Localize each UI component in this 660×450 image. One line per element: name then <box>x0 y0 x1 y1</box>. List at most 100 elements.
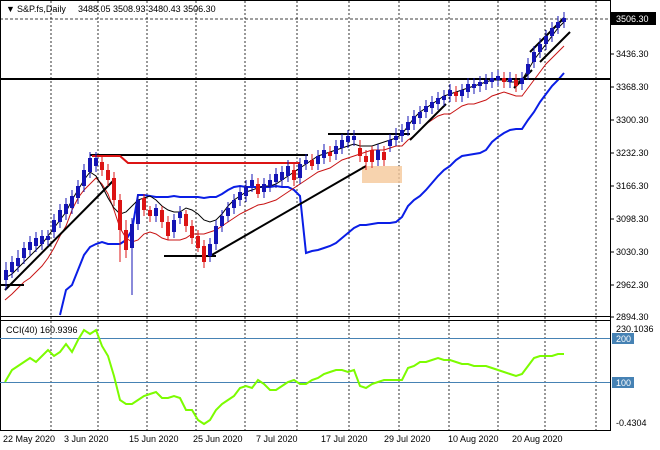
candle-body <box>298 164 302 178</box>
cci-axis-top-label: 230.1036 <box>616 324 654 334</box>
candle-body <box>250 180 254 186</box>
candle-body <box>526 64 530 74</box>
resistance-line-red <box>92 155 300 164</box>
candle-body <box>466 84 470 92</box>
date-label: 10 Aug 2020 <box>448 434 499 444</box>
candle-body <box>136 200 140 224</box>
candle-body <box>364 156 368 162</box>
candle-body <box>142 198 146 210</box>
candle-body <box>340 140 344 148</box>
price-tick-label: 3232.30 <box>616 148 649 158</box>
candle-body <box>196 236 200 248</box>
candle-body <box>10 262 14 272</box>
candle-body <box>244 186 248 196</box>
time-axis-labels: 22 May 2020 3 Jun 2020 15 Jun 2020 25 Ju… <box>3 434 563 444</box>
candle-body <box>382 152 386 160</box>
candle-body <box>82 170 86 186</box>
price-tick-label: 2894.30 <box>616 312 649 322</box>
candle-body <box>472 84 476 88</box>
candle-body <box>304 160 308 164</box>
cci-level-200-label: 200 <box>616 334 631 344</box>
candle-body <box>406 122 410 130</box>
candle-body <box>496 76 500 80</box>
candle-body <box>220 216 224 226</box>
date-label: 15 Jun 2020 <box>129 434 179 444</box>
candle-body <box>226 208 230 216</box>
current-price-label: 3506.30 <box>616 14 649 24</box>
candle-body <box>418 112 422 118</box>
current-price-tag <box>611 12 656 25</box>
candle-body <box>46 236 50 240</box>
candle-body <box>520 78 524 84</box>
candle-body <box>208 244 212 256</box>
candle-body <box>436 98 440 104</box>
price-tick-label: 3030.30 <box>616 247 649 257</box>
candle-body <box>556 22 560 28</box>
candle-body <box>376 150 380 160</box>
candle-body <box>166 222 170 236</box>
candlestick-series[interactable] <box>4 12 566 295</box>
candle-body <box>40 236 44 244</box>
candle-body <box>532 52 536 62</box>
chart-frame <box>0 0 611 431</box>
time-gridlines <box>50 1 597 430</box>
candle-body <box>268 180 272 186</box>
ma-slow-line <box>59 72 565 316</box>
candle-body <box>22 248 26 258</box>
trendline-june-july <box>209 165 367 257</box>
candle-body <box>154 208 158 216</box>
candle-body <box>172 220 176 232</box>
candle-body <box>214 226 218 244</box>
candle-body <box>148 210 152 216</box>
cci-level-100-tag <box>612 377 634 388</box>
candle-body <box>238 192 242 200</box>
candle-body <box>322 150 326 158</box>
candle-body <box>292 170 296 180</box>
candle-body <box>316 156 320 164</box>
candle-body <box>4 270 8 280</box>
ohlc-readout: 3488.05 3508.93 3480.43 3506.30 <box>78 4 216 14</box>
candle-body <box>178 212 182 218</box>
price-tick-label: 3098.30 <box>616 214 649 224</box>
price-tick-label: 3166.30 <box>616 181 649 191</box>
candle-body <box>400 130 404 136</box>
candle-body <box>508 78 512 82</box>
candle-body <box>124 230 128 250</box>
candle-body <box>232 200 236 208</box>
ma-fast-line <box>4 21 565 279</box>
candle-body <box>28 242 32 250</box>
date-label: 29 Jul 2020 <box>384 434 431 444</box>
candle-body <box>460 90 464 96</box>
candle-body <box>358 148 362 156</box>
candle-body <box>16 258 20 266</box>
candle-body <box>370 150 374 162</box>
candle-body <box>328 152 332 156</box>
candle-body <box>256 184 260 194</box>
candle-body <box>112 178 116 200</box>
candle-body <box>514 80 518 86</box>
candle-body <box>64 204 68 214</box>
price-tick-label: 3368.30 <box>616 82 649 92</box>
candle-body <box>280 172 284 180</box>
cci-axis-bottom-label: -0.4304 <box>616 418 647 428</box>
candle-body <box>52 220 56 232</box>
candle-body <box>310 160 314 166</box>
date-label: 7 Jul 2020 <box>256 434 298 444</box>
candle-body <box>484 80 488 84</box>
candle-body <box>346 136 350 142</box>
price-tick-label: 2962.30 <box>616 280 649 290</box>
candle-body <box>430 102 434 108</box>
trendline-july-aug <box>409 103 447 141</box>
candle-body <box>70 196 74 208</box>
candle-body <box>286 166 290 176</box>
candle-body <box>334 146 338 154</box>
candle-body <box>262 184 266 192</box>
candle-body <box>412 116 416 124</box>
candle-body <box>562 18 566 22</box>
collapse-triangle-icon[interactable]: ▼ <box>6 4 15 14</box>
candle-body <box>490 78 494 82</box>
symbol-timeframe-label: S&P.fs,Daily <box>17 4 66 14</box>
candle-body <box>100 162 104 170</box>
cci-indicator-label: CCI(40) 160.9396 <box>6 325 78 335</box>
